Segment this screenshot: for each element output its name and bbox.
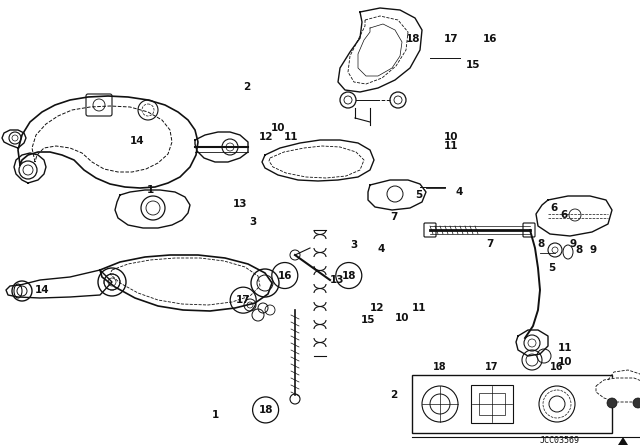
Text: 14: 14 <box>35 285 50 295</box>
Text: 6: 6 <box>560 210 567 220</box>
Text: 3: 3 <box>249 217 257 227</box>
Circle shape <box>607 398 617 408</box>
Circle shape <box>633 398 640 408</box>
Text: 17: 17 <box>444 34 458 43</box>
Text: 10: 10 <box>395 313 410 323</box>
Polygon shape <box>368 180 426 210</box>
Text: 10: 10 <box>444 132 458 142</box>
Text: 16: 16 <box>550 362 564 372</box>
Text: 12: 12 <box>370 303 385 313</box>
Text: 13: 13 <box>330 275 344 285</box>
Text: 7: 7 <box>390 212 397 222</box>
Text: 8: 8 <box>537 239 545 249</box>
Text: 16: 16 <box>278 271 292 280</box>
Text: 5: 5 <box>548 263 556 273</box>
Text: 10: 10 <box>271 123 285 133</box>
Text: 3: 3 <box>350 240 357 250</box>
Text: 9: 9 <box>569 239 577 249</box>
Text: 1: 1 <box>147 185 154 195</box>
Polygon shape <box>596 378 640 402</box>
Text: 17: 17 <box>236 295 250 305</box>
FancyBboxPatch shape <box>412 375 612 433</box>
Text: 4: 4 <box>377 244 385 254</box>
Text: 11: 11 <box>444 141 458 151</box>
Polygon shape <box>338 8 422 92</box>
Text: 17: 17 <box>485 362 499 372</box>
Text: 2: 2 <box>390 390 397 400</box>
Polygon shape <box>262 140 374 181</box>
Polygon shape <box>536 196 612 236</box>
Text: 15: 15 <box>466 60 481 70</box>
Text: 2: 2 <box>243 82 250 92</box>
Text: 13: 13 <box>233 199 247 209</box>
Text: 9: 9 <box>590 245 597 255</box>
Text: 1: 1 <box>211 410 219 420</box>
Text: 12: 12 <box>259 132 273 142</box>
Text: 16: 16 <box>483 34 497 43</box>
Text: JCC03569: JCC03569 <box>540 435 580 444</box>
Text: 14: 14 <box>131 136 145 146</box>
Text: 7: 7 <box>486 239 493 249</box>
Text: 11: 11 <box>412 303 426 313</box>
Text: 11: 11 <box>558 343 573 353</box>
Text: 18: 18 <box>259 405 273 415</box>
Text: 18: 18 <box>433 362 447 372</box>
Text: 4: 4 <box>455 187 462 197</box>
Polygon shape <box>516 330 548 356</box>
Text: 11: 11 <box>284 132 298 142</box>
Text: 10: 10 <box>558 357 573 367</box>
Text: 5: 5 <box>415 190 423 200</box>
Text: 18: 18 <box>406 34 420 43</box>
Text: 18: 18 <box>342 271 356 280</box>
Polygon shape <box>618 437 628 445</box>
Text: 15: 15 <box>361 315 375 325</box>
Text: 8: 8 <box>575 245 582 255</box>
Text: 6: 6 <box>550 203 557 213</box>
